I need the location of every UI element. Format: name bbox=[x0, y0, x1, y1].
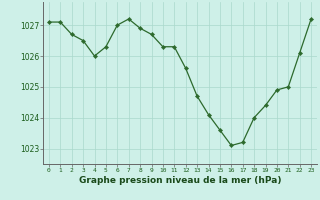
X-axis label: Graphe pression niveau de la mer (hPa): Graphe pression niveau de la mer (hPa) bbox=[79, 176, 281, 185]
